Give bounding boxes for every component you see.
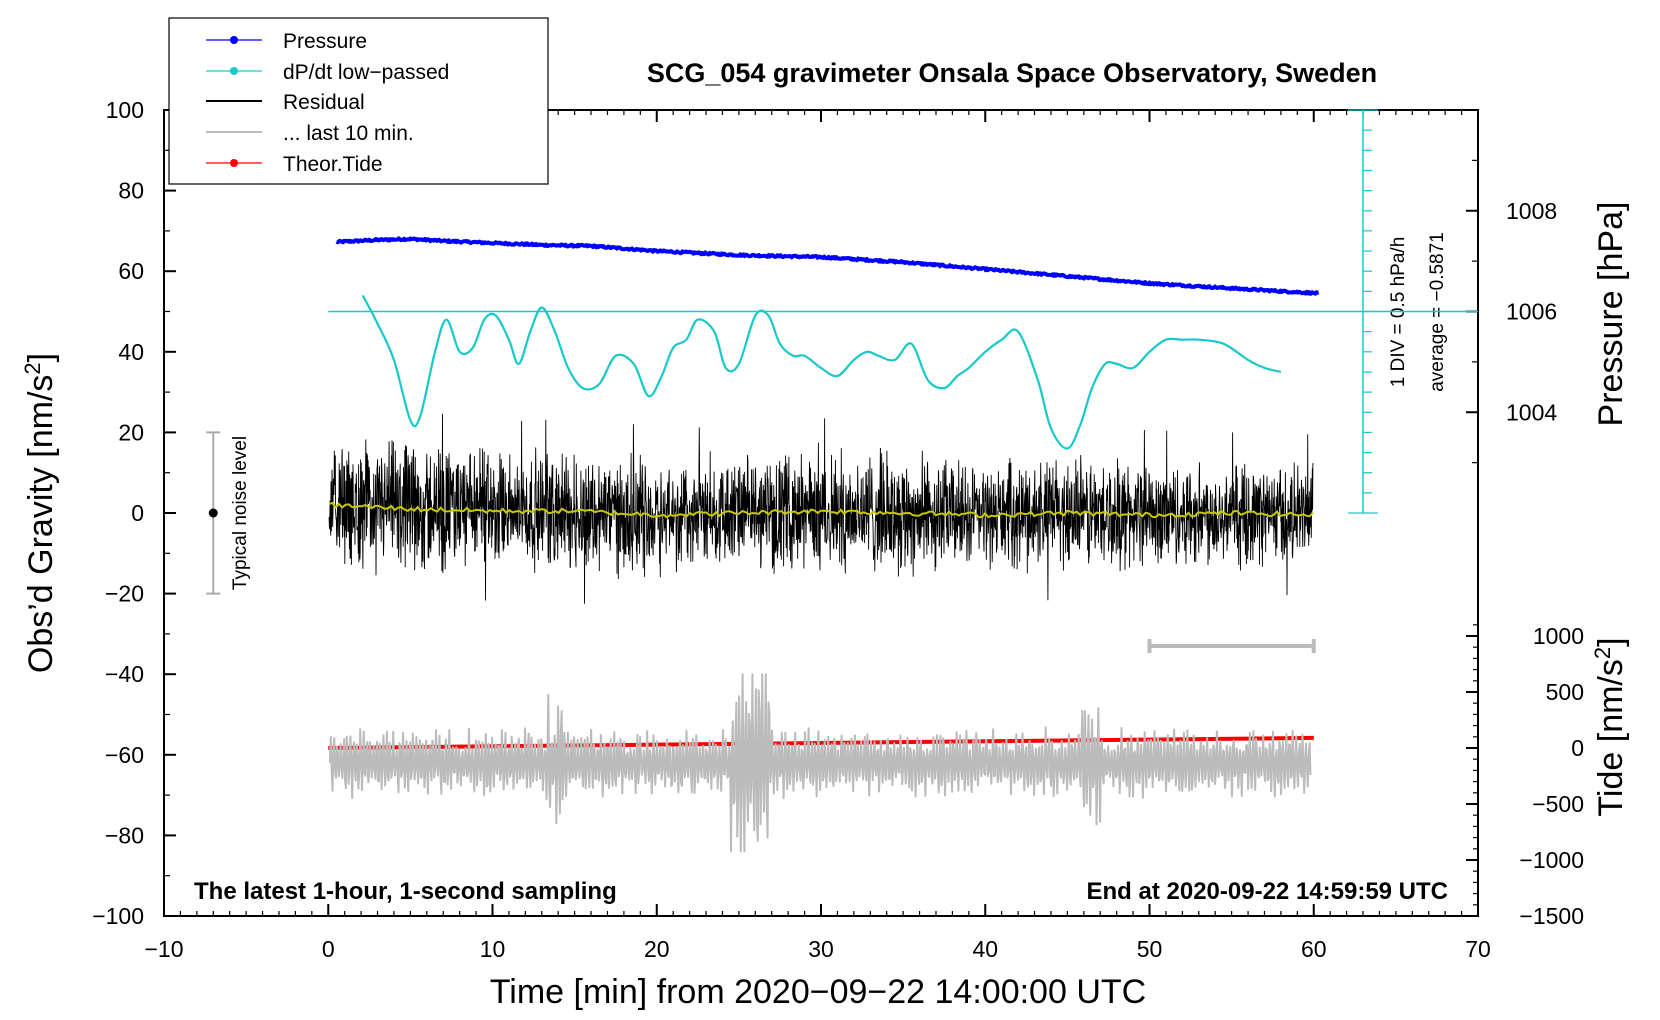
tide-axis-title-suffix: ] xyxy=(1592,637,1630,646)
legend-label-tide: Theor.Tide xyxy=(283,153,383,176)
legend-label-pressure: Pressure xyxy=(283,30,367,53)
legend-marker-tide xyxy=(230,159,238,167)
series-residual xyxy=(328,413,1314,604)
y-tick-label: −100 xyxy=(92,903,144,929)
tide-tick-label: −1000 xyxy=(1519,847,1584,873)
x-tick-label: 10 xyxy=(480,936,506,962)
y-axis-title-gravity: Obs’d Gravity [nm/s2] xyxy=(20,353,61,673)
x-tick-label: 50 xyxy=(1137,936,1163,962)
tide-axis-title-superscript: 2 xyxy=(1590,647,1615,659)
legend-label-dpdt: dP/dt low−passed xyxy=(283,61,449,84)
tide-tick-label: 1000 xyxy=(1533,623,1584,649)
y-tick-label: 20 xyxy=(118,419,144,445)
pressure-tick-label: 1004 xyxy=(1506,399,1557,425)
x-axis-title: Time [min] from 2020−09−22 14:00:00 UTC xyxy=(490,973,1146,1011)
legend-label-residual: Residual xyxy=(283,91,365,114)
y-tick-label: −60 xyxy=(105,742,144,768)
pressure-tick-label: 1008 xyxy=(1506,198,1557,224)
series-last10 xyxy=(328,673,1312,853)
annotation-layer xyxy=(206,109,1478,653)
x-tick-label: 70 xyxy=(1465,936,1491,962)
y-tick-label: 40 xyxy=(118,339,144,365)
axis-ticks: −10 0 10 20 30 40 50 60 70100806040200−20−40−60−… xyxy=(92,97,1584,962)
tide-tick-label: 0 xyxy=(1571,735,1584,761)
tide-axis-title-text: Tide [nm/s xyxy=(1592,659,1630,816)
legend: Pressure dP/dt low−passed Residual ... l… xyxy=(168,17,549,185)
subtitle-right: End at 2020-09-22 14:59:59 UTC xyxy=(1087,878,1449,905)
x-tick-label: −10 xyxy=(144,936,183,962)
x-tick-label: 40 xyxy=(972,936,998,962)
y-tick-label: 80 xyxy=(118,178,144,204)
y-axis-title-text: Obs’d Gravity [nm/s xyxy=(22,375,60,674)
y-tick-label: −80 xyxy=(105,822,144,848)
legend-marker-dpdt xyxy=(230,67,238,75)
tide-tick-label: −500 xyxy=(1532,791,1584,817)
y-axis-title-pressure: Pressure [hPa] xyxy=(1592,202,1630,427)
legend-marker-pressure xyxy=(230,36,238,44)
x-tick-label: 30 xyxy=(808,936,834,962)
tide-tick-label: −1500 xyxy=(1519,903,1584,929)
x-tick-label: 0 xyxy=(322,936,335,962)
y-axis-title-tide: Tide [nm/s2] xyxy=(1590,637,1631,816)
y-tick-label: 60 xyxy=(118,258,144,284)
subtitle-left: The latest 1-hour, 1-second sampling xyxy=(194,878,617,905)
series-layer xyxy=(328,236,1320,853)
legend-label-last10: ... last 10 min. xyxy=(283,122,414,145)
x-tick-label: 60 xyxy=(1301,936,1327,962)
chart-title: SCG_054 gravimeter Onsala Space Observat… xyxy=(647,58,1377,88)
pressure-tick-label: 1006 xyxy=(1506,299,1557,325)
y-tick-label: −20 xyxy=(105,581,144,607)
x-tick-label: 20 xyxy=(644,936,670,962)
y-axis-title-superscript: 2 xyxy=(20,362,45,374)
y-tick-label: −40 xyxy=(105,661,144,687)
y-axis-title-suffix: ] xyxy=(22,353,60,362)
y-tick-label: 100 xyxy=(106,97,144,123)
tide-tick-label: 500 xyxy=(1546,679,1584,705)
series-dpdt xyxy=(361,294,1282,450)
noise-bar-center xyxy=(208,508,218,518)
noise-level-label: Typical noise level xyxy=(230,436,251,590)
series-residual-mean xyxy=(328,501,1314,519)
series-pressure xyxy=(335,236,1320,296)
y-tick-label: 0 xyxy=(131,500,144,526)
